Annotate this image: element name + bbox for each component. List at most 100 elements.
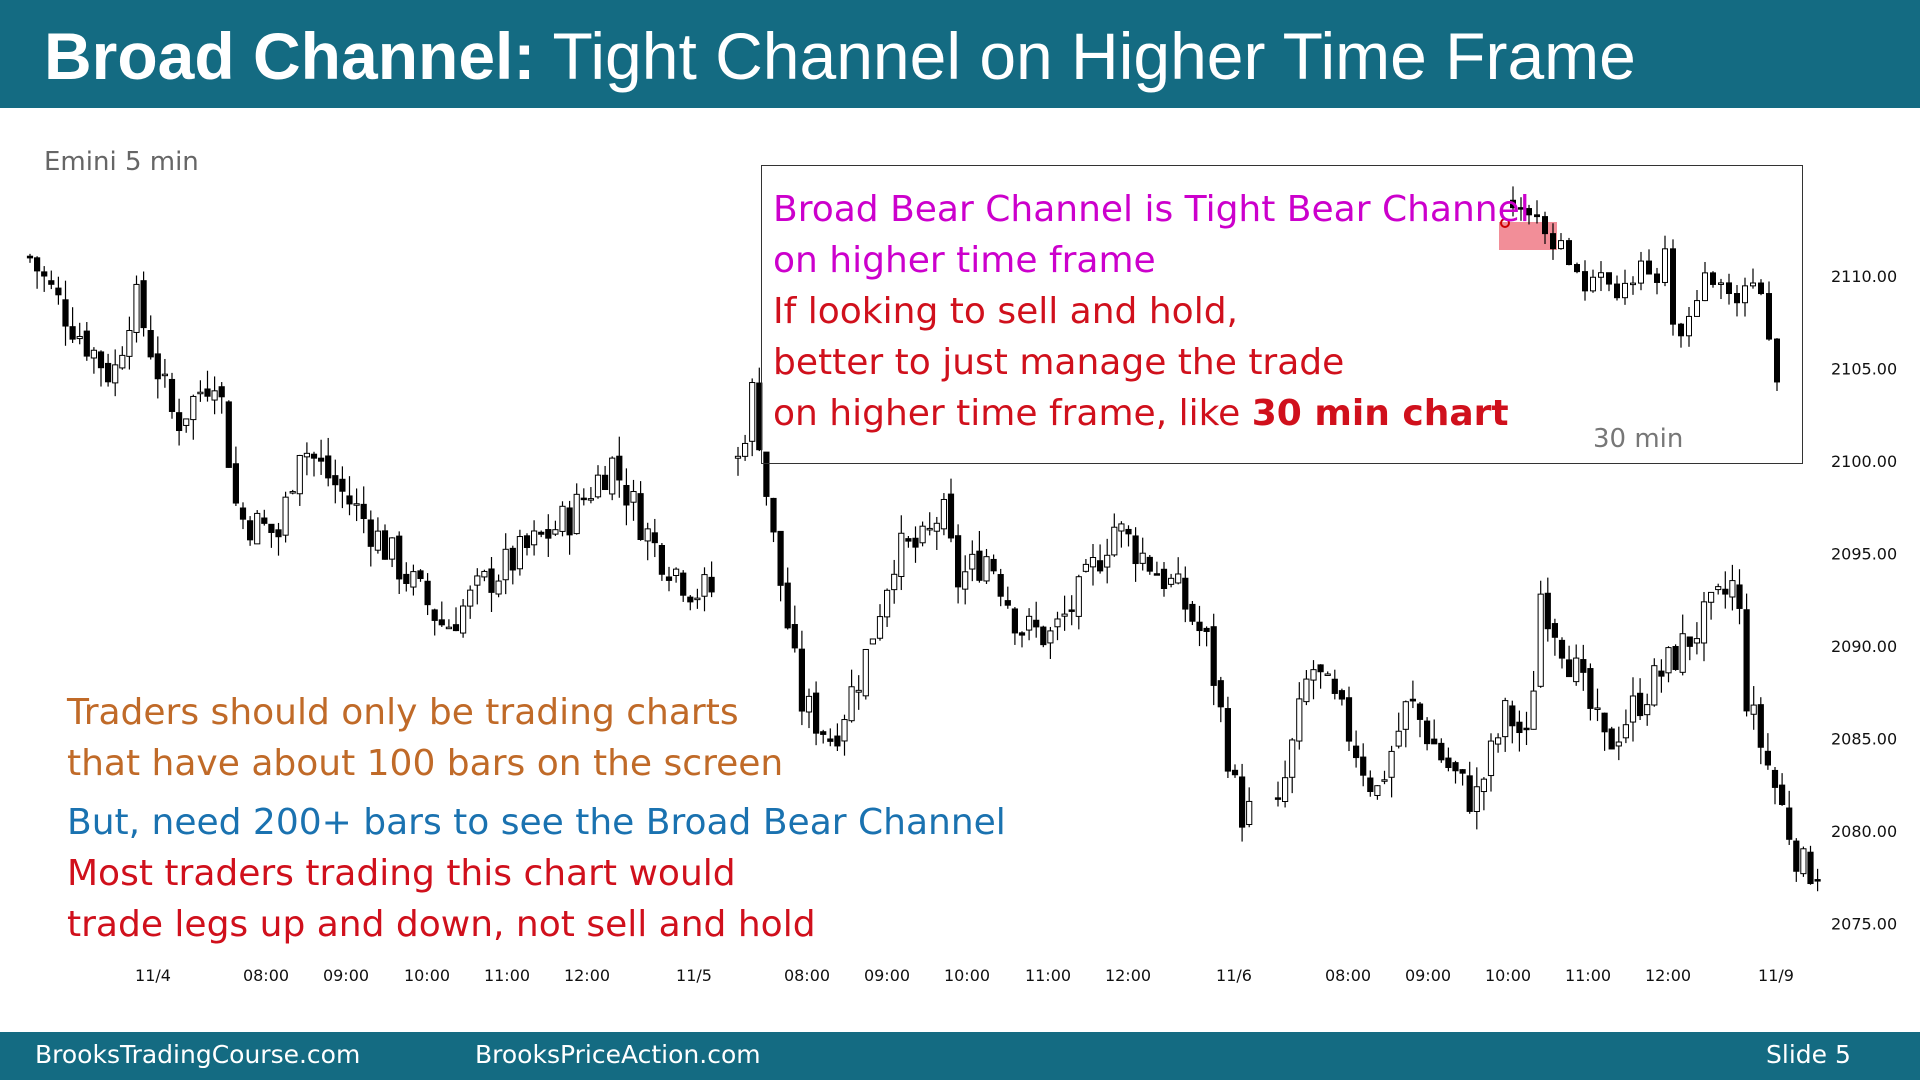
slide-number: Slide 5	[1766, 1040, 1851, 1069]
candle-body	[1679, 633, 1686, 673]
candle-body	[1338, 690, 1346, 700]
x-tick-label: 09:00	[864, 966, 910, 985]
candle-body	[1587, 668, 1594, 709]
candle-body	[891, 573, 898, 591]
note-line-5: trade legs up and down, not sell and hol…	[67, 904, 816, 945]
candle-body	[154, 353, 161, 380]
candle-body	[34, 257, 41, 272]
inset-candle-body	[1734, 293, 1740, 304]
candle-body	[389, 537, 396, 560]
candle-body	[1324, 673, 1331, 676]
x-tick-label: 11:00	[1025, 966, 1071, 985]
candle-body	[1622, 724, 1630, 739]
candle-body	[1402, 701, 1409, 730]
candle-body	[97, 351, 105, 369]
candle-body	[1658, 670, 1665, 677]
inset-candle-body	[1614, 283, 1620, 299]
candle-body	[268, 523, 275, 533]
candle-body	[1544, 592, 1551, 630]
candle-body	[105, 362, 112, 383]
candle-body	[1388, 750, 1395, 778]
candle-body	[76, 335, 83, 340]
candle-body	[112, 364, 119, 384]
candle-body	[1224, 708, 1232, 772]
x-tick-label: 12:00	[564, 966, 610, 985]
y-tick-label: 2105.00	[1831, 360, 1897, 379]
candle-body	[1331, 678, 1338, 694]
candle-body	[1395, 730, 1402, 747]
inset-line-5-bold: 30 min chart	[1251, 393, 1509, 434]
candle-body	[1360, 756, 1367, 776]
candle-body	[1757, 704, 1764, 748]
candle-body	[1473, 786, 1480, 813]
candle-body	[1445, 757, 1452, 769]
inset-candle-body	[1598, 272, 1604, 278]
y-tick-label: 2100.00	[1831, 452, 1897, 471]
candle-body	[1104, 554, 1111, 568]
candle-body	[1693, 638, 1701, 644]
candle-body	[1558, 639, 1566, 659]
x-tick-label: 11:00	[484, 966, 530, 985]
inset-candle-body	[1686, 315, 1692, 337]
slide-title-rest: Tight Channel on Higher Time Frame	[535, 19, 1636, 93]
candle-body	[552, 529, 559, 535]
candle-body	[1502, 700, 1509, 738]
candle-body	[83, 330, 90, 357]
candle-body	[41, 271, 48, 277]
candle-body	[694, 597, 701, 601]
candle-body	[1750, 704, 1757, 715]
candle-body	[658, 544, 665, 575]
candle-body	[1523, 727, 1530, 731]
candle-body	[1217, 680, 1224, 708]
candle-body	[275, 529, 282, 538]
candle-body	[239, 507, 247, 520]
candle-body	[1033, 619, 1040, 628]
inset-candle-body	[1526, 208, 1532, 216]
candle-body	[367, 519, 374, 547]
candle-body	[1097, 560, 1104, 572]
candle-body	[140, 280, 147, 329]
inset-candle-body	[1694, 300, 1700, 317]
candle-body	[594, 474, 602, 498]
candle-body	[1125, 528, 1132, 535]
candle-body	[1644, 704, 1651, 716]
candle-body	[168, 378, 176, 412]
x-tick-label: 11/5	[676, 966, 712, 985]
price-chart: 2075.00 2080.00 2085.00 2090.00 2095.00 2100.…	[26, 186, 1897, 985]
candle-body	[26, 255, 34, 259]
candle-body	[460, 605, 467, 634]
candle-body	[1530, 690, 1537, 730]
candle-body	[1196, 621, 1203, 632]
candle-body	[1182, 577, 1189, 610]
candle-body	[983, 556, 990, 582]
candle-body	[1353, 745, 1360, 759]
candle-body	[955, 535, 962, 588]
candle-body	[798, 648, 805, 712]
candle-body	[403, 573, 410, 584]
candle-body	[566, 507, 573, 536]
candle-body	[940, 498, 947, 530]
slide-title-bold: Broad Channel:	[44, 19, 536, 93]
inset-candle-body	[1766, 293, 1772, 340]
inset-candle-body	[1566, 240, 1572, 266]
footer-link-center[interactable]: BrooksPriceAction.com	[475, 1040, 761, 1069]
candle-body	[665, 576, 673, 581]
inset-marker	[1500, 218, 1510, 228]
candle-body	[1118, 523, 1125, 532]
candle-body	[848, 686, 855, 722]
x-axis: 11/4 08:00 09:00 10:00 11:00 12:00 11/5 08:00 09…	[135, 966, 1794, 985]
x-tick-label: 11/4	[135, 966, 171, 985]
candle-body	[1310, 669, 1317, 681]
inset-candle-body	[1582, 271, 1588, 292]
candle-body	[1438, 742, 1445, 761]
candle-body	[1431, 738, 1438, 745]
footer-link-left[interactable]: BrooksTradingCourse.com	[35, 1040, 361, 1069]
y-tick-label: 2090.00	[1831, 637, 1897, 656]
candle-body	[1509, 705, 1516, 727]
main-candles	[26, 253, 1821, 892]
candle-body	[1629, 695, 1637, 723]
y-tick-label: 2080.00	[1831, 822, 1897, 841]
x-tick-label: 12:00	[1105, 966, 1151, 985]
candle-body	[1779, 784, 1786, 805]
inset-candle-body	[1726, 282, 1732, 295]
